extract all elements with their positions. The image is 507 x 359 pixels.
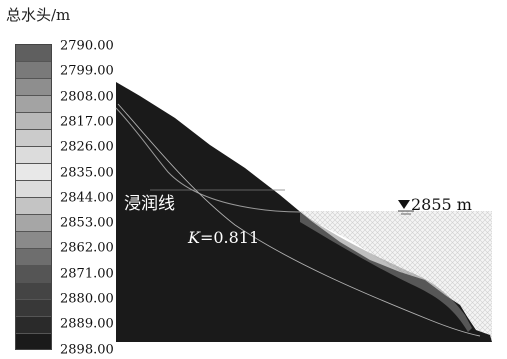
phreatic-line-label: 浸润线 (124, 189, 175, 214)
safety-factor-symbol: K (188, 228, 200, 247)
water-level-label: 2855 m (398, 195, 472, 214)
safety-factor-label: K=0.811 (188, 228, 259, 247)
safety-factor-value: =0.811 (200, 228, 259, 247)
water-level-value: 2855 m (411, 195, 472, 214)
water-level-triangle-icon (398, 200, 410, 209)
